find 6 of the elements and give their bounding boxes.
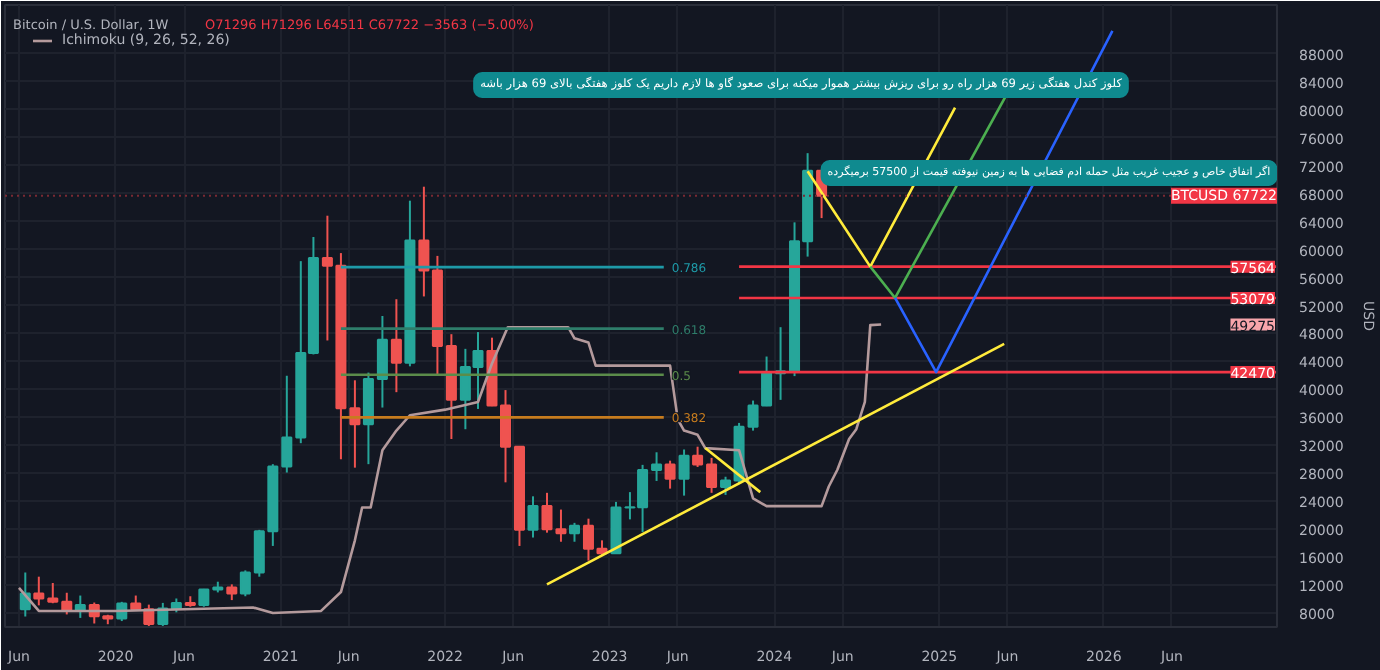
candlestick: [568, 521, 580, 543]
candlestick: [527, 495, 539, 539]
candlestick: [390, 298, 402, 394]
candlestick: [678, 448, 690, 497]
candlestick: [664, 459, 676, 490]
line-series: [17, 323, 883, 615]
